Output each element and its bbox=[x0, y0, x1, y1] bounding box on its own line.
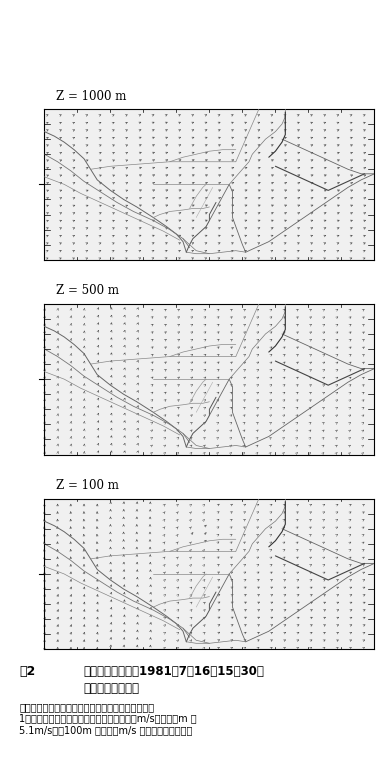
Text: 図中の矢印は風向，長さは風速を示す。東西方向の
1つのメッシュ幅が高さ１０００づで３．９m/s，５００m で
5.1m/s，　100m で６．８m/s の風速に: 図中の矢印は風向，長さは風速を示す。東西方向の 1つのメッシュ幅が高さ１０００づ… bbox=[19, 702, 197, 735]
Text: Z = 500 m: Z = 500 m bbox=[56, 284, 119, 298]
Text: Z = 1000 m: Z = 1000 m bbox=[56, 90, 126, 103]
Text: 関東地域における1981年7月16旤15時30分: 関東地域における1981年7月16旤15時30分 bbox=[83, 665, 264, 678]
Text: の風系の高さ分布: の風系の高さ分布 bbox=[83, 682, 139, 695]
Text: Z = 100 m: Z = 100 m bbox=[56, 479, 119, 492]
Text: 図2: 図2 bbox=[19, 665, 36, 678]
